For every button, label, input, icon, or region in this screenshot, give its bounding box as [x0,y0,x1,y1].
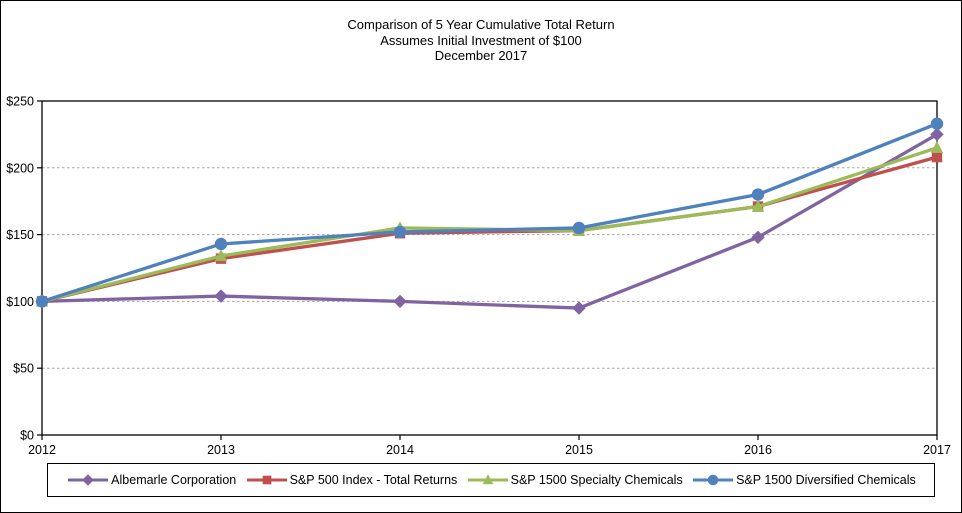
legend-marker-3 [707,474,719,486]
legend-symbol-square-icon [246,475,287,485]
series-3 [35,117,944,308]
legend-label-0: Albemarle Corporation [111,473,237,487]
chart-title-line3: December 2017 [434,48,528,63]
legend-item-1: S&P 500 Index - Total Returns [245,473,458,487]
x-axis-label-2012: 2012 [28,443,56,457]
y-axis-label-150: $150 [6,228,34,242]
chart-title: Comparison of 5 Year Cumulative Total Re… [1,17,961,64]
legend-marker-2 [482,474,493,485]
data-point-1-5 [931,151,943,163]
data-point-0-1 [214,289,228,303]
series-0 [35,127,944,315]
legend-marker-0 [82,474,94,486]
y-axis-label-200: $200 [6,161,34,175]
y-axis-label-250: $250 [6,95,34,109]
legend-symbol-triangle-icon [467,474,508,485]
legend-symbol-circle-icon [693,474,734,486]
x-axis-label-2014: 2014 [386,443,414,457]
data-point-2-1 [214,249,228,262]
series-line-0 [41,132,938,310]
legend-symbol-diamond-icon [68,474,109,486]
data-point-0-4 [751,230,765,244]
x-axis-label-2015: 2015 [565,443,593,457]
data-point-3-0 [35,295,49,308]
chart-title-line2: Assumes Initial Investment of $100 [380,32,582,48]
x-axis-label-2016: 2016 [744,443,772,457]
x-axis-label-2013: 2013 [207,443,235,457]
x-axis-label-2017: 2017 [923,443,951,457]
legend-item-3: S&P 1500 Diversified Chemicals [691,473,916,487]
data-point-0-2 [393,294,407,309]
legend-marker-1 [262,475,271,485]
series-2 [35,141,944,307]
legend-label-3: S&P 1500 Diversified Chemicals [736,473,916,487]
legend-label-2: S&P 1500 Specialty Chemicals [510,473,683,487]
y-axis-label-50: $50 [13,362,34,376]
plot-border [41,100,938,436]
data-point-3-5 [930,117,944,130]
y-axis-label-0: $0 [20,429,34,443]
legend-label-1: S&P 500 Index - Total Returns [289,473,458,487]
data-point-2-4 [751,199,765,212]
data-point-3-4 [751,188,765,201]
data-point-3-2 [393,225,407,239]
y-axis-label-100: $100 [6,295,34,309]
legend-item-2: S&P 1500 Specialty Chemicals [466,473,683,487]
series-line-3 [41,122,938,303]
data-point-3-1 [214,237,228,251]
data-point-3-3 [572,221,586,235]
chart-title-line1: Comparison of 5 Year Cumulative Total Re… [347,17,615,32]
chart-legend: Albemarle Corporation S&P 500 Index - Tot… [47,463,935,497]
series-line-2 [41,146,938,303]
data-point-2-5 [930,141,944,153]
legend-item-0: Albemarle Corporation [66,473,236,487]
data-point-0-5 [930,127,944,142]
data-point-0-3 [572,301,586,315]
